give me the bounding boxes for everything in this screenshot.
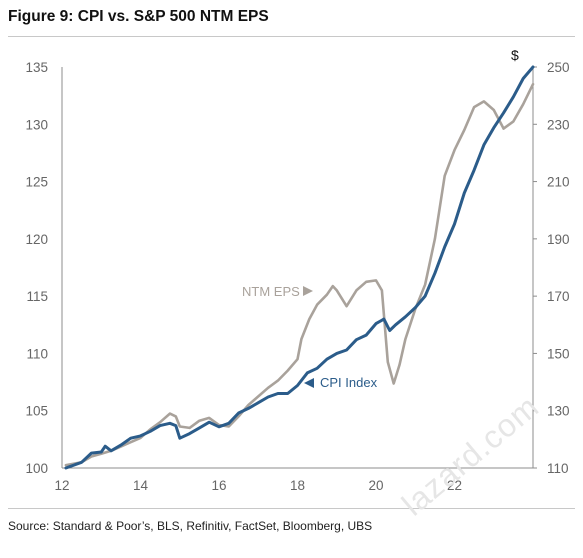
left-axis-tick-label: 105 bbox=[25, 404, 48, 419]
right-axis-tick-label: 250 bbox=[547, 60, 570, 75]
left-axis-tick-label: 120 bbox=[25, 232, 48, 247]
right-axis-tick-label: 190 bbox=[547, 232, 570, 247]
right-axis-tick-label: 130 bbox=[547, 404, 570, 419]
axes: 100 105 110 115 120 125 130 135 110 130 150 170 190 2… bbox=[25, 60, 569, 493]
series-layer bbox=[64, 65, 535, 470]
x-axis-tick-label: 12 bbox=[54, 478, 69, 493]
right-axis-tick-label: 170 bbox=[547, 289, 570, 304]
cpi-index-line bbox=[64, 65, 535, 470]
left-axis-tick-label: 135 bbox=[25, 60, 48, 75]
chart-title: Figure 9: CPI vs. S&P 500 NTM EPS bbox=[8, 8, 269, 25]
cpi-index-annotation: CPI Index bbox=[320, 375, 378, 390]
left-axis-tick-label: 100 bbox=[25, 461, 48, 476]
source-divider bbox=[8, 508, 575, 509]
cpi-arrow-icon bbox=[304, 378, 314, 388]
x-axis-tick-label: 20 bbox=[368, 478, 383, 493]
ntm-eps-annotation: NTM EPS bbox=[242, 284, 300, 299]
right-axis-tick-label: 210 bbox=[547, 175, 570, 190]
source-note: Source: Standard & Poor’s, BLS, Refiniti… bbox=[8, 519, 373, 533]
title-divider bbox=[8, 36, 575, 37]
x-axis-tick-label: 18 bbox=[290, 478, 305, 493]
x-axis-tick-label: 22 bbox=[447, 478, 462, 493]
left-axis-tick-label: 125 bbox=[25, 175, 48, 190]
x-axis-tick-label: 14 bbox=[133, 478, 149, 493]
x-axis-tick-label: 16 bbox=[211, 478, 226, 493]
left-axis-tick-label: 115 bbox=[26, 289, 48, 304]
right-axis-tick-label: 150 bbox=[547, 346, 570, 361]
ntm-eps-line bbox=[64, 82, 535, 467]
right-axis-tick-label: 230 bbox=[547, 117, 570, 132]
ntm-eps-arrow-icon bbox=[303, 286, 313, 296]
left-axis-tick-label: 110 bbox=[26, 346, 48, 361]
right-axis-tick-label: 110 bbox=[547, 461, 569, 476]
left-axis-tick-label: 130 bbox=[25, 117, 48, 132]
right-axis-unit-label: $ bbox=[511, 47, 519, 63]
annotations: NTM EPS CPI Index $ bbox=[242, 47, 519, 390]
cpi-vs-eps-line-chart: 100 105 110 115 120 125 130 135 110 130 150 170 190 2… bbox=[25, 47, 569, 493]
